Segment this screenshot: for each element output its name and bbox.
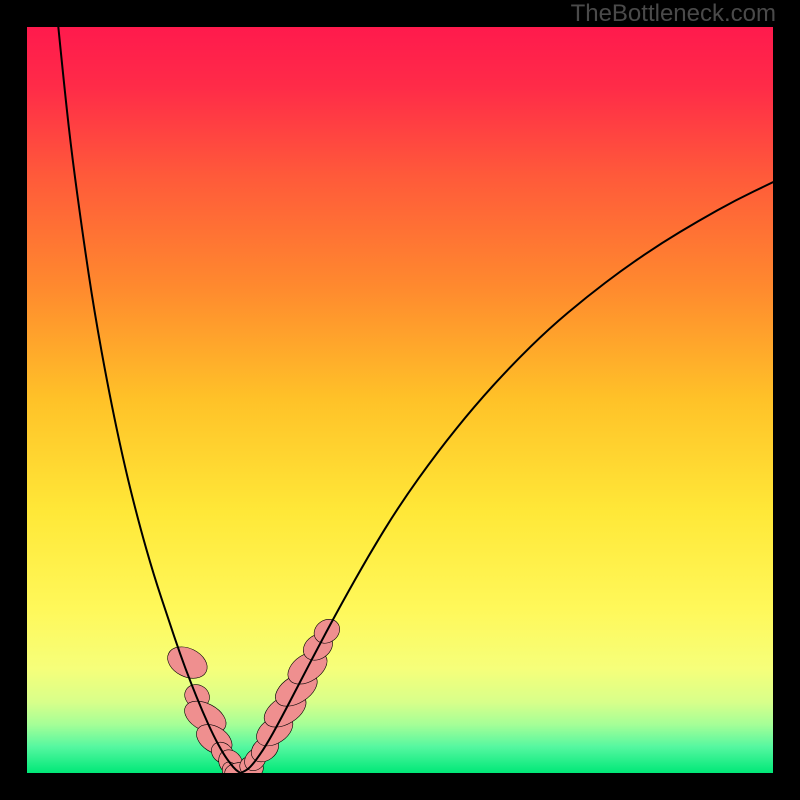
watermark-text: TheBottleneck.com bbox=[571, 0, 776, 28]
chart-plot-area bbox=[27, 27, 773, 773]
chart-background-gradient bbox=[27, 27, 773, 773]
